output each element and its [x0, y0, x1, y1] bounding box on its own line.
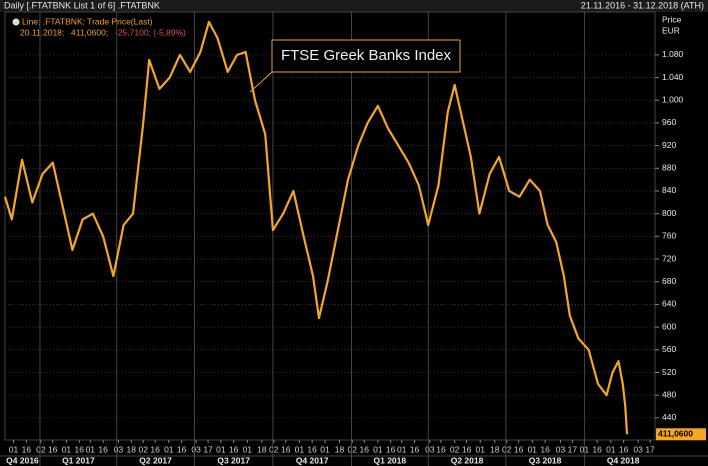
x-tick-label: 17: [203, 444, 213, 454]
legend-line: Line; .FTATBNK; Trade Price(Last): [22, 16, 153, 26]
x-tick-label: 01: [86, 444, 96, 454]
quarter-label: Q1 2017: [62, 455, 95, 465]
x-tick-label: 17: [645, 444, 655, 454]
x-tick-label: 01: [397, 444, 407, 454]
x-tick-label: 16: [386, 444, 396, 454]
x-tick-label: 18: [127, 444, 137, 454]
x-tick-label: 16: [74, 444, 84, 454]
x-tick-label: 16: [359, 444, 369, 454]
y-tick-label: 760: [662, 231, 676, 241]
x-tick-label: 16: [98, 444, 108, 454]
x-tick-label: 02: [36, 444, 46, 454]
legend-change: -25,7100; (-5,89%): [115, 27, 186, 37]
x-tick-label: 03: [633, 444, 643, 454]
y-tick-label: 920: [662, 140, 676, 150]
x-tick-label: 17: [568, 444, 578, 454]
last-value-label: 411,0600: [658, 429, 693, 439]
y-tick-label: 640: [662, 299, 676, 309]
x-tick-label: 02: [502, 444, 512, 454]
x-tick-label: 16: [592, 444, 602, 454]
x-tick-label: 16: [540, 444, 550, 454]
x-tick-label: 02: [450, 444, 460, 454]
last-value-box: [656, 428, 706, 441]
x-tick-label: 18: [257, 444, 267, 454]
y-tick-label: 880: [662, 163, 676, 173]
x-tick-label: 03: [191, 444, 201, 454]
y-tick-label: 520: [662, 367, 676, 377]
x-tick-label: 16: [436, 444, 446, 454]
x-tick-label: 01: [295, 444, 305, 454]
x-tick-label: 01: [243, 444, 253, 454]
annotation-leader: [249, 71, 273, 93]
y-tick-label: 800: [662, 208, 676, 218]
annotation: FTSE Greek Banks Index: [281, 47, 452, 64]
legend-date: 20.11.2018;: [20, 27, 64, 37]
x-tick-label: 03: [114, 444, 124, 454]
x-tick-label: 01: [606, 444, 616, 454]
x-tick-label: 01: [320, 444, 330, 454]
y-tick-label: 1.000: [662, 94, 684, 104]
x-tick-label: 01: [164, 444, 174, 454]
x-tick-label: 02: [348, 444, 358, 454]
quarter-label: Q3 2017: [217, 455, 250, 465]
y-tick-label: 840: [662, 185, 676, 195]
y-tick-label: 1.080: [662, 49, 684, 59]
x-tick-label: 16: [619, 444, 629, 454]
x-tick-label: 16: [48, 444, 58, 454]
x-tick-label: 16: [514, 444, 524, 454]
quarter-label: Q1 2018: [374, 455, 407, 465]
x-tick-label: 01: [9, 444, 19, 454]
y-tick-label: 960: [662, 117, 676, 127]
x-tick-label: 02: [269, 444, 279, 454]
date-range: 21.11.2016 - 31.12.2018 (ATH): [581, 0, 704, 10]
x-tick-label: 01: [476, 444, 486, 454]
y-tick-label: 600: [662, 321, 676, 331]
x-tick-label: 01: [62, 444, 72, 454]
x-tick-label: 02: [138, 444, 148, 454]
quarter-label: Q2 2018: [451, 455, 484, 465]
x-tick-label: 16: [281, 444, 291, 454]
annotation-box: [271, 39, 461, 73]
plot-frame: [4, 11, 656, 441]
y-tick-label: 480: [662, 389, 676, 399]
x-tick-label: 03: [425, 444, 435, 454]
header-bar: [0, 0, 708, 12]
quarter-label: Q4 2018: [607, 455, 640, 465]
legend-icon: [12, 18, 20, 26]
price-line: [3, 20, 629, 435]
x-tick-label: 01: [373, 444, 383, 454]
x-tick-label: 16: [462, 444, 472, 454]
x-tick-label: 01: [216, 444, 226, 454]
x-tick-label: 16: [150, 444, 160, 454]
y-tick-label: 560: [662, 344, 676, 354]
x-tick-label: 03: [556, 444, 566, 454]
chart-title: Daily [.FTATBNK List 1 of 6] .FTATBNK: [4, 0, 160, 10]
y-axis-unit: EUR: [662, 25, 680, 35]
marks: 411,0600: [3, 20, 706, 441]
y-axis-label: Price: [662, 14, 682, 24]
quarter-label: Q4 2016: [6, 455, 39, 465]
y-tick-label: 720: [662, 253, 676, 263]
x-tick-label: 16: [410, 444, 420, 454]
quarter-label: Q2 2017: [139, 455, 172, 465]
quarter-label: Q3 2018: [529, 455, 562, 465]
x-tick-label: 18: [335, 444, 345, 454]
legend-value: 411,0600;: [71, 27, 108, 37]
grid: 1.080 1.040 1.000 960 920 880 840 800 760 720 680 6…: [0, 12, 708, 466]
x-tick-label: 16: [307, 444, 317, 454]
x-tick-label: 16: [177, 444, 187, 454]
x-tick-label: 16: [229, 444, 239, 454]
y-tick-label: 1.040: [662, 72, 684, 82]
quarter-label: Q4 2017: [296, 455, 329, 465]
y-tick-label: 440: [662, 412, 676, 422]
x-tick-label: 16: [22, 444, 32, 454]
y-tick-label: 680: [662, 276, 676, 286]
x-tick-label: 18: [490, 444, 500, 454]
x-tick-label: 01: [528, 444, 538, 454]
